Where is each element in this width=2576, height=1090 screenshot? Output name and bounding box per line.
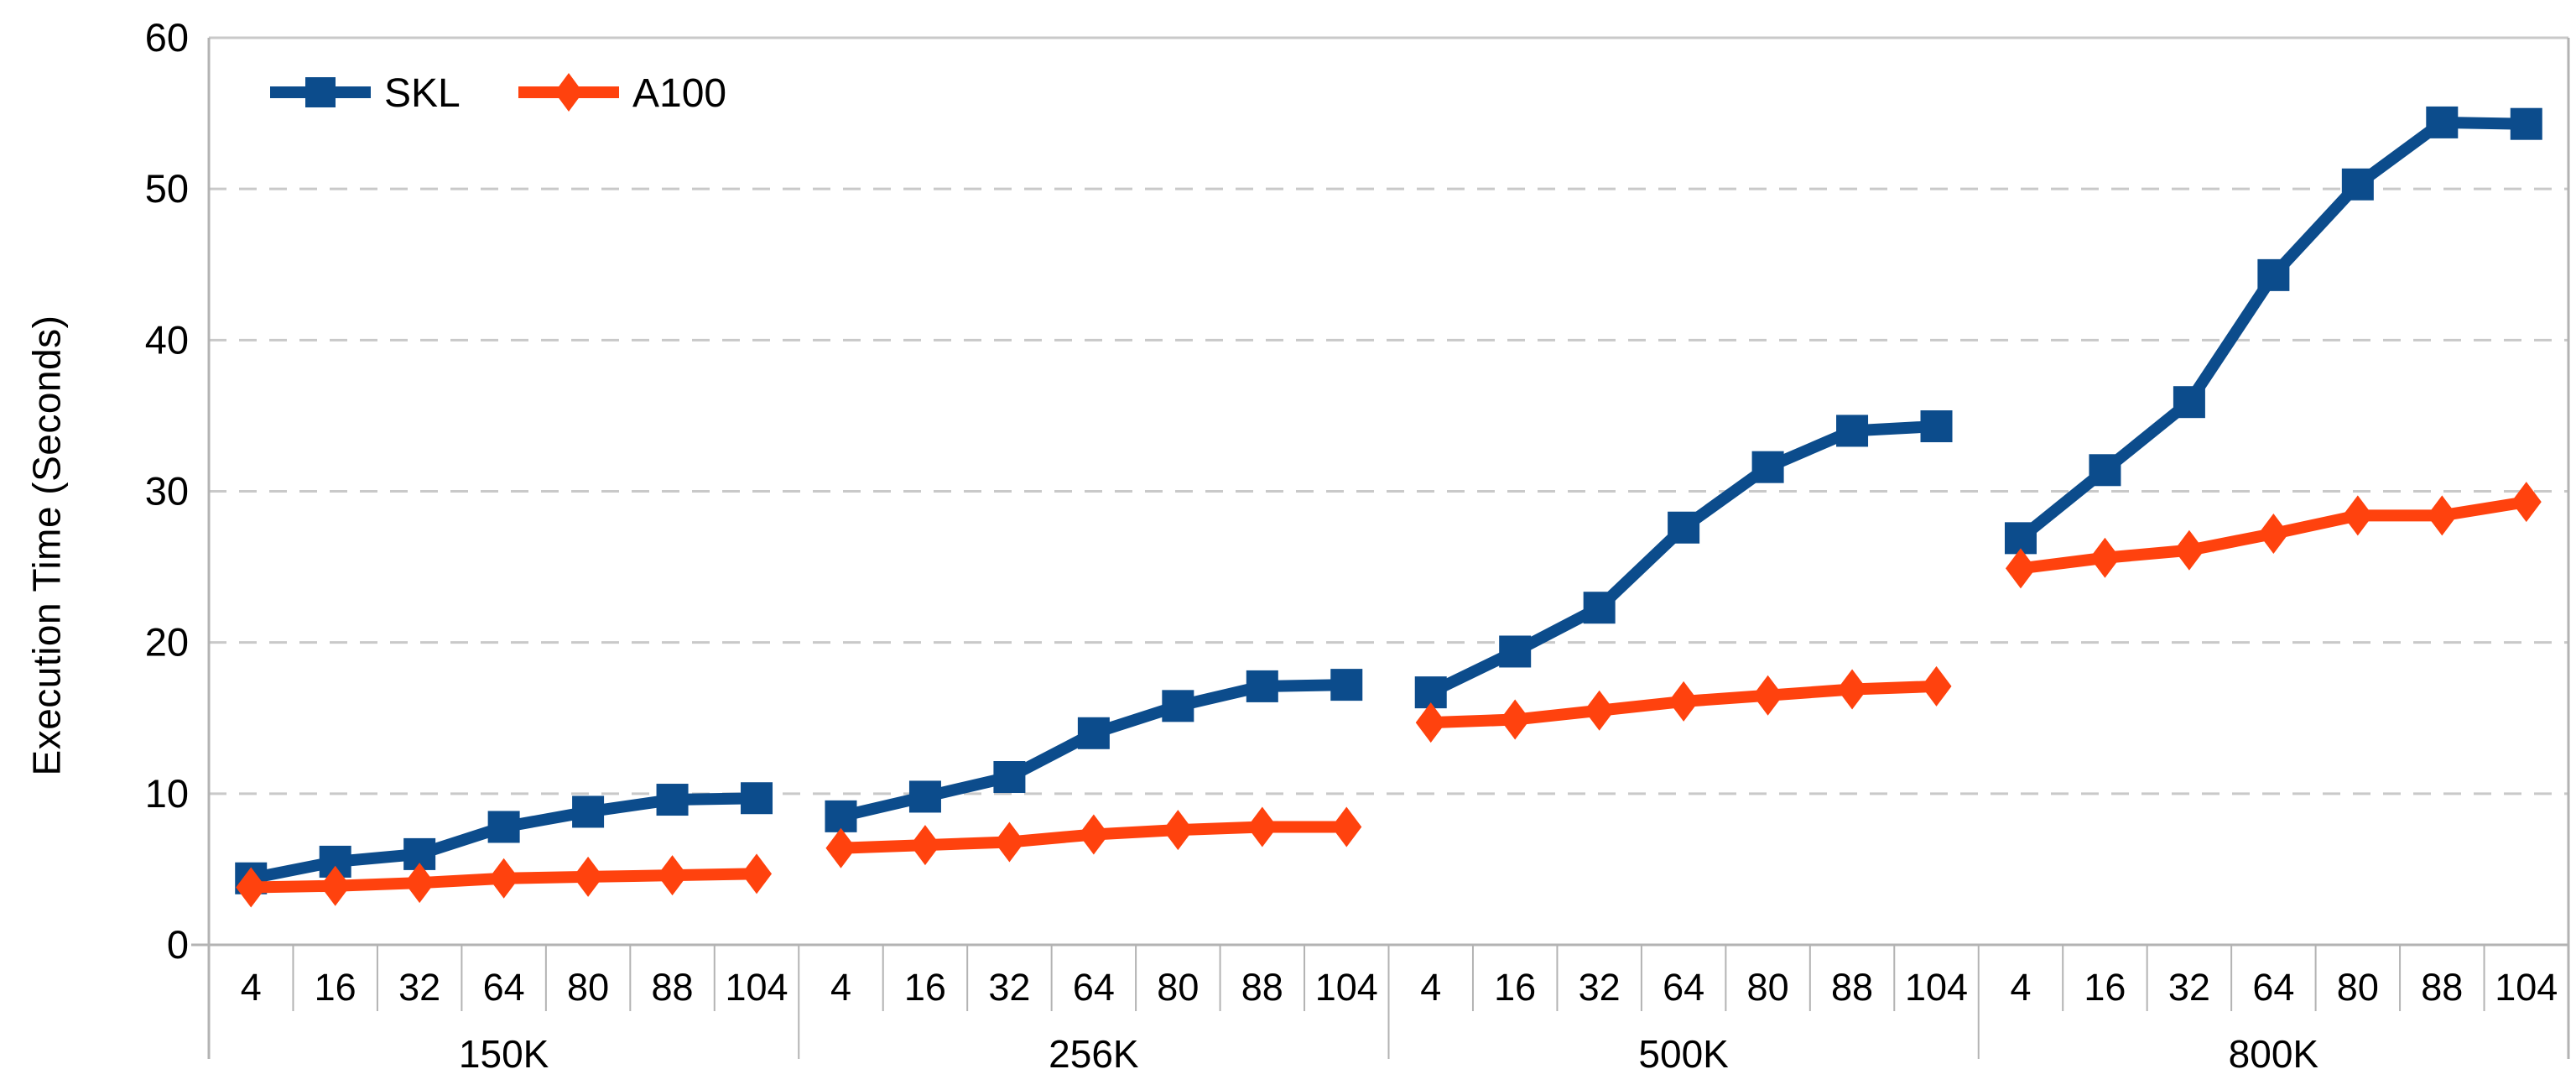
x-tick-label: 16	[1494, 966, 1536, 1009]
y-axis-title: Execution Time (Seconds)	[8, 0, 84, 1090]
x-tick-label: 104	[725, 966, 788, 1009]
a100-marker	[1752, 675, 1783, 716]
x-tick-label: 88	[1831, 966, 1873, 1009]
x-tick-label: 104	[2495, 966, 2558, 1009]
skl-marker	[2257, 258, 2290, 291]
a100-marker	[1500, 699, 1531, 740]
skl-marker	[2089, 454, 2121, 487]
skl-marker	[656, 784, 689, 816]
skl-marker	[2173, 386, 2205, 419]
skl-marker	[741, 782, 773, 815]
a100-marker	[1584, 690, 1615, 731]
x-tick-label: 64	[483, 966, 525, 1009]
x-tick-label: 104	[1315, 966, 1378, 1009]
y-tick-label-30: 30	[145, 469, 189, 514]
skl-marker	[572, 795, 605, 828]
skl-marker	[2426, 106, 2459, 138]
x-tick-label: 80	[1747, 966, 1789, 1009]
x-tick-label: 32	[398, 966, 440, 1009]
x-tick-label: 64	[1073, 966, 1115, 1009]
a100-marker	[825, 827, 856, 868]
y-tick-label-10: 10	[145, 771, 189, 816]
group-label-500K: 500K	[1638, 1032, 1729, 1076]
skl-marker	[825, 800, 857, 832]
skl-marker	[1162, 690, 1194, 722]
x-tick-label: 88	[2421, 966, 2463, 1009]
a100-marker	[742, 853, 773, 894]
a100-marker	[657, 855, 688, 896]
x-tick-label: 32	[1579, 966, 1621, 1009]
skl-marker	[1330, 669, 1363, 701]
x-tick-label: 4	[2010, 966, 2031, 1009]
x-tick-label: 88	[1241, 966, 1283, 1009]
y-tick-label-0: 0	[167, 922, 189, 967]
a100-marker	[1921, 665, 1952, 707]
skl-marker	[2341, 168, 2374, 201]
a100-marker	[1837, 669, 1868, 710]
group-label-150K: 150K	[459, 1032, 549, 1076]
y-axis-title-text: Execution Time (Seconds)	[24, 315, 68, 775]
group-label-256K: 256K	[1049, 1032, 1139, 1076]
legend-a100-label: A100	[632, 71, 726, 116]
a100-marker	[1163, 810, 1194, 851]
a100-marker	[2511, 482, 2542, 523]
x-tick-label: 80	[2337, 966, 2379, 1009]
x-tick-label: 16	[315, 966, 356, 1009]
a100-marker	[1668, 681, 1699, 722]
skl-marker	[1920, 410, 1953, 443]
x-tick-label: 4	[830, 966, 851, 1009]
a100-marker	[2427, 495, 2458, 536]
x-tick-label: 32	[2168, 966, 2210, 1009]
a100-marker	[573, 856, 604, 897]
a100-marker	[2005, 548, 2036, 589]
group-label-800K: 800K	[2229, 1032, 2319, 1076]
a100-marker	[2258, 513, 2289, 554]
x-tick-label: 80	[1157, 966, 1199, 1009]
a100-marker	[236, 867, 267, 908]
x-tick-label: 16	[904, 966, 946, 1009]
a100-marker	[1246, 806, 1278, 847]
a100-marker	[909, 825, 940, 866]
legend-skl-marker	[305, 77, 336, 107]
a100-marker	[404, 863, 435, 904]
x-tick-label: 80	[567, 966, 609, 1009]
x-tick-label: 16	[2084, 966, 2126, 1009]
a100-marker	[1415, 702, 1446, 743]
legend-skl-label: SKL	[384, 71, 461, 116]
y-tick-label-40: 40	[145, 317, 189, 362]
a100-marker	[2089, 537, 2121, 578]
x-tick-label: 4	[1420, 966, 1441, 1009]
a100-marker	[994, 821, 1025, 863]
y-tick-label-20: 20	[145, 620, 189, 665]
x-tick-label: 64	[1663, 966, 1704, 1009]
a100-marker	[2173, 529, 2204, 571]
skl-marker	[908, 780, 941, 813]
skl-marker	[1751, 451, 1784, 483]
skl-marker	[993, 761, 1026, 794]
skl-marker	[1583, 592, 1616, 624]
skl-marker	[1246, 670, 1278, 702]
x-tick-label: 64	[2252, 966, 2294, 1009]
skl-marker	[1668, 511, 1700, 544]
skl-marker	[1836, 415, 1869, 447]
a100-marker	[2342, 495, 2373, 536]
a100-marker	[320, 865, 351, 906]
skl-marker	[487, 811, 520, 843]
x-tick-label: 88	[652, 966, 694, 1009]
a100-marker	[1331, 806, 1362, 847]
a100-marker	[1078, 814, 1109, 855]
x-tick-label: 104	[1905, 966, 1968, 1009]
y-tick-label-60: 60	[145, 15, 189, 60]
y-tick-label-50: 50	[145, 166, 189, 211]
skl-marker	[1077, 717, 1110, 749]
x-tick-label: 4	[241, 966, 262, 1009]
a100-marker	[488, 858, 519, 899]
legend-a100-marker	[554, 73, 583, 112]
x-tick-label: 32	[988, 966, 1030, 1009]
skl-marker	[2510, 107, 2542, 140]
skl-marker	[1499, 635, 1532, 668]
